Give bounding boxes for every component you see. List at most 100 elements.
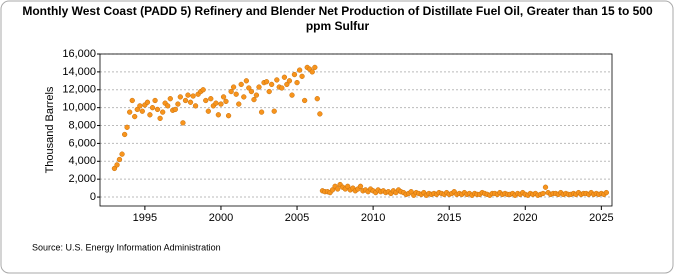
point <box>238 81 244 88</box>
point <box>137 103 143 109</box>
point <box>253 92 260 98</box>
point <box>228 88 234 95</box>
y-tick-label: 6,000 <box>68 137 96 149</box>
point <box>284 81 290 88</box>
point <box>296 67 303 73</box>
y-tick-label: 16,000 <box>62 48 96 60</box>
point <box>185 92 191 98</box>
y-tick-label: 14,000 <box>62 66 96 78</box>
point <box>203 97 209 104</box>
point <box>129 97 135 104</box>
point <box>291 71 298 78</box>
point <box>157 115 163 122</box>
point <box>225 113 232 119</box>
point <box>271 108 277 114</box>
point <box>274 77 280 83</box>
point <box>540 190 546 197</box>
point <box>165 103 171 109</box>
y-tick-label: 2,000 <box>68 173 96 185</box>
point <box>345 183 351 189</box>
point <box>243 78 250 84</box>
point <box>205 108 211 114</box>
x-tick-label: 2005 <box>285 212 309 224</box>
x-tick-label: 1995 <box>133 212 157 224</box>
point <box>182 97 189 104</box>
point <box>160 109 166 115</box>
point <box>246 85 252 91</box>
point <box>121 131 128 138</box>
point <box>335 186 341 192</box>
point <box>111 165 118 172</box>
point <box>114 162 120 168</box>
point <box>317 111 323 117</box>
point <box>312 64 318 71</box>
point <box>132 113 138 120</box>
x-tick-label: 2000 <box>209 212 233 224</box>
y-axis-label: Thousand Barrels <box>44 86 56 173</box>
point <box>223 98 229 105</box>
point <box>190 93 196 99</box>
point <box>200 87 206 93</box>
point <box>542 184 549 190</box>
point <box>152 97 158 104</box>
point <box>357 183 364 189</box>
point <box>134 106 140 113</box>
point <box>230 84 237 90</box>
point <box>299 73 305 80</box>
point <box>139 108 145 114</box>
point <box>220 94 227 100</box>
point <box>256 84 262 90</box>
point <box>213 100 219 106</box>
point <box>187 99 194 105</box>
point <box>309 69 315 75</box>
point <box>294 79 300 86</box>
point <box>175 101 181 107</box>
point <box>144 99 151 105</box>
point <box>408 189 414 195</box>
point <box>286 78 293 84</box>
point <box>154 106 161 113</box>
x-tick-label: 2015 <box>437 212 461 224</box>
point <box>218 101 224 107</box>
point <box>279 85 285 91</box>
point <box>119 151 125 157</box>
point <box>289 92 295 98</box>
y-tick-label: 4,000 <box>68 155 96 167</box>
point <box>603 189 610 196</box>
plot-border <box>99 53 613 207</box>
y-tick-label: 10,000 <box>62 102 96 114</box>
point <box>192 103 199 109</box>
point <box>251 96 257 103</box>
point <box>215 112 222 118</box>
point <box>263 79 270 85</box>
point <box>177 94 183 100</box>
point <box>208 96 214 102</box>
y-tick-label: 0 <box>90 191 96 203</box>
point <box>124 124 130 130</box>
point <box>301 97 308 104</box>
source: Source: U.S. Energy Information Administ… <box>32 242 221 252</box>
point <box>258 109 265 115</box>
point <box>268 81 275 88</box>
point <box>172 106 178 113</box>
x-tick-label: 2020 <box>513 212 537 224</box>
point <box>180 120 186 126</box>
point <box>266 88 272 95</box>
point <box>248 88 255 95</box>
point <box>167 96 173 102</box>
point <box>149 104 156 111</box>
point <box>314 96 320 102</box>
point <box>233 91 239 97</box>
x-tick-label: 2025 <box>589 212 613 224</box>
point <box>241 94 247 100</box>
point <box>127 109 133 115</box>
point <box>329 187 336 193</box>
point <box>147 112 153 118</box>
point <box>281 74 288 80</box>
y-tick-label: 12,000 <box>62 84 96 96</box>
y-tick-label: 8,000 <box>68 119 96 131</box>
chart-title: Monthly West Coast (PADD 5) Refinery and… <box>22 4 653 33</box>
